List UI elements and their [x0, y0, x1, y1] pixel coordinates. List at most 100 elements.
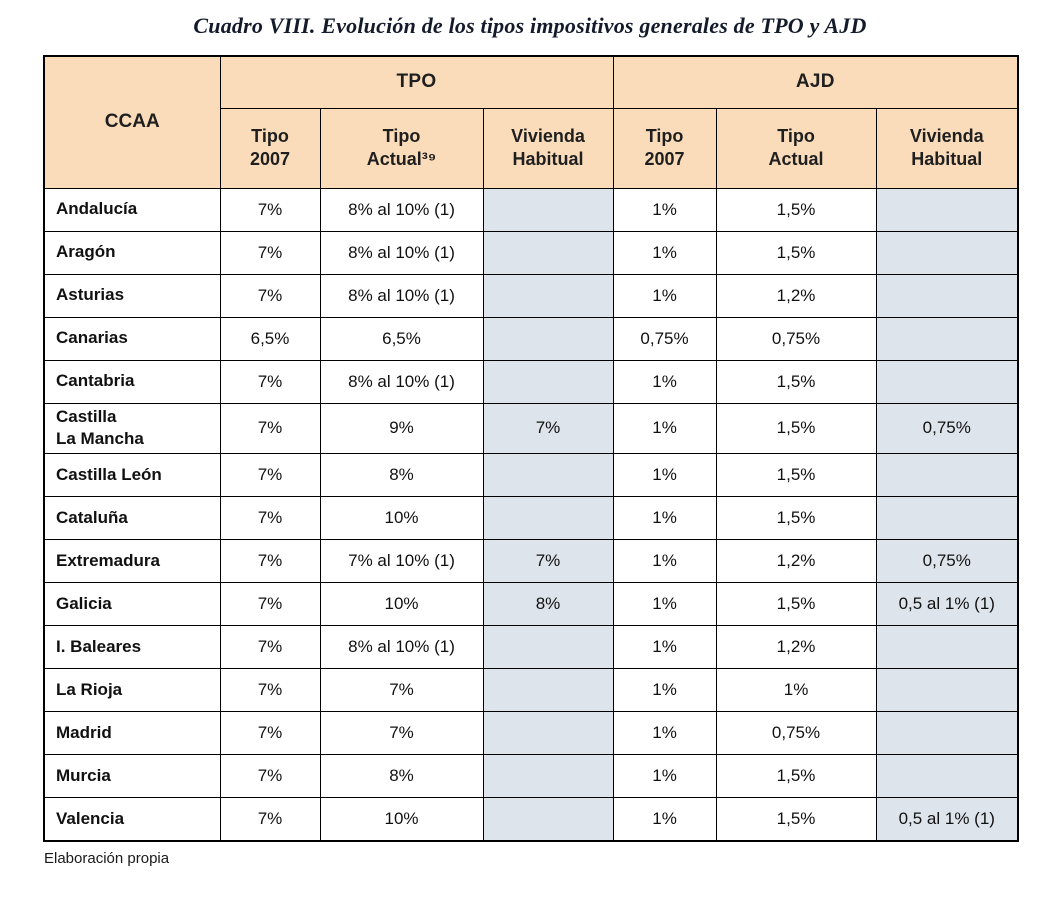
tpo-vivienda-cell: 8%: [482, 582, 614, 627]
ajd-vivienda-cell: [875, 453, 1019, 498]
tpo-vivienda-cell: [482, 797, 614, 842]
tpo-tipo-2007-cell: 7%: [219, 402, 321, 455]
tpo-tipo-2007-cell: 7%: [219, 668, 321, 713]
ajd-tipo-2007-cell: 1%: [612, 582, 717, 627]
tpo-tipo-2007-cell: 7%: [219, 187, 321, 232]
ajd-tipo-2007-cell: 1%: [612, 453, 717, 498]
tpo-tipo-actual-cell: 8% al 10% (1): [319, 625, 484, 670]
ajd-tipo-2007-cell: 1%: [612, 359, 717, 404]
ajd-tipo-actual-cell: 1,5%: [715, 402, 877, 455]
ajd-tipo-2007-cell: 1%: [612, 230, 717, 275]
ccaa-cell: Canarias: [43, 316, 221, 361]
tpo-vivienda-cell: [482, 230, 614, 275]
tpo-vivienda-cell: [482, 187, 614, 232]
ajd-tipo-2007-cell: 1%: [612, 496, 717, 541]
table-row: La Rioja 7% 7% 1% 1%: [43, 668, 1019, 713]
ajd-tipo-2007-cell: 1%: [612, 539, 717, 584]
tpo-tipo-2007-cell: 7%: [219, 230, 321, 275]
tpo-tipo-actual-cell: 10%: [319, 797, 484, 842]
ajd-tipo-actual-cell: 0,75%: [715, 711, 877, 756]
tpo-tipo-2007-cell: 7%: [219, 453, 321, 498]
ajd-tipo-2007-cell: 1%: [612, 273, 717, 318]
tpo-vivienda-cell: [482, 273, 614, 318]
table-row: Cataluña 7% 10% 1% 1,5%: [43, 496, 1019, 541]
tpo-tipo-2007-cell: 6,5%: [219, 316, 321, 361]
ajd-tipo-2007-cell: 1%: [612, 711, 717, 756]
ajd-tipo-2007-cell: 0,75%: [612, 316, 717, 361]
ccaa-cell: Asturias: [43, 273, 221, 318]
tpo-tipo-actual-cell: 7%: [319, 711, 484, 756]
ccaa-cell: Extremadura: [43, 539, 221, 584]
tpo-vivienda-cell: 7%: [482, 402, 614, 455]
ajd-vivienda-cell: [875, 496, 1019, 541]
ajd-tipo-2007-cell: 1%: [612, 754, 717, 799]
tpo-vivienda-cell: [482, 711, 614, 756]
ajd-tipo-actual-cell: 1,2%: [715, 539, 877, 584]
ccaa-cell: Murcia: [43, 754, 221, 799]
tpo-tipo-actual-cell: 8% al 10% (1): [319, 273, 484, 318]
ccaa-cell: Aragón: [43, 230, 221, 275]
tpo-tipo-actual-cell: 8% al 10% (1): [319, 359, 484, 404]
ajd-vivienda-cell: 0,75%: [875, 402, 1019, 455]
ccaa-header: CCAA: [43, 55, 221, 189]
table-row: Castilla León 7% 8% 1% 1,5%: [43, 453, 1019, 498]
tpo-tipo-actual-cell: 8%: [319, 453, 484, 498]
table-row: Andalucía 7% 8% al 10% (1) 1% 1,5%: [43, 187, 1019, 232]
ajd-tipo-actual-header: Tipo Actual: [715, 107, 877, 189]
table-row: Cantabria 7% 8% al 10% (1) 1% 1,5%: [43, 359, 1019, 404]
tpo-vivienda-cell: [482, 668, 614, 713]
tax-rates-table: CCAA TPO AJD Tipo 2007 Tipo Actual³⁹ Viv…: [43, 55, 1020, 842]
tpo-tipo-2007-cell: 7%: [219, 359, 321, 404]
table-row: Extremadura 7% 7% al 10% (1) 7% 1% 1,2% …: [43, 539, 1019, 584]
ajd-group-header: AJD: [612, 55, 1019, 109]
ccaa-cell: La Rioja: [43, 668, 221, 713]
tpo-tipo-2007-cell: 7%: [219, 496, 321, 541]
ajd-vivienda-cell: [875, 187, 1019, 232]
tpo-tipo-actual-cell: 6,5%: [319, 316, 484, 361]
ajd-vivienda-cell: [875, 625, 1019, 670]
ajd-tipo-2007-cell: 1%: [612, 625, 717, 670]
table-row: Galicia 7% 10% 8% 1% 1,5% 0,5 al 1% (1): [43, 582, 1019, 627]
ajd-vivienda-cell: 0,5 al 1% (1): [875, 582, 1019, 627]
table-row: Madrid 7% 7% 1% 0,75%: [43, 711, 1019, 756]
ccaa-cell: Madrid: [43, 711, 221, 756]
tpo-tipo-actual-cell: 7%: [319, 668, 484, 713]
table-row: Murcia 7% 8% 1% 1,5%: [43, 754, 1019, 799]
ajd-tipo-2007-cell: 1%: [612, 187, 717, 232]
ccaa-cell: I. Baleares: [43, 625, 221, 670]
table-header: CCAA TPO AJD Tipo 2007 Tipo Actual³⁹ Viv…: [43, 55, 1019, 189]
ccaa-cell: Castilla La Mancha: [43, 402, 221, 455]
ajd-vivienda-cell: 0,5 al 1% (1): [875, 797, 1019, 842]
ccaa-cell: Castilla León: [43, 453, 221, 498]
ajd-vivienda-cell: [875, 359, 1019, 404]
tpo-vivienda-cell: [482, 625, 614, 670]
ajd-vivienda-cell: [875, 316, 1019, 361]
sub-header-row: Tipo 2007 Tipo Actual³⁹ Vivienda Habitua…: [44, 107, 1019, 189]
table-body: Andalucía 7% 8% al 10% (1) 1% 1,5% Aragó…: [43, 187, 1019, 842]
ajd-vivienda-header: Vivienda Habitual: [875, 107, 1019, 189]
tpo-vivienda-cell: [482, 754, 614, 799]
tpo-vivienda-cell: 7%: [482, 539, 614, 584]
tpo-tipo-actual-header: Tipo Actual³⁹: [319, 107, 484, 189]
ajd-tipo-actual-cell: 1,5%: [715, 496, 877, 541]
table-row: I. Baleares 7% 8% al 10% (1) 1% 1,2%: [43, 625, 1019, 670]
ajd-tipo-2007-cell: 1%: [612, 668, 717, 713]
table-row: Asturias 7% 8% al 10% (1) 1% 1,2%: [43, 273, 1019, 318]
ajd-tipo-actual-cell: 1,5%: [715, 230, 877, 275]
tpo-tipo-2007-header: Tipo 2007: [219, 107, 321, 189]
ccaa-cell: Cataluña: [43, 496, 221, 541]
ajd-tipo-actual-cell: 1,2%: [715, 625, 877, 670]
table-row: Castilla La Mancha 7% 9% 7% 1% 1,5% 0,75…: [43, 402, 1019, 455]
tpo-tipo-2007-cell: 7%: [219, 797, 321, 842]
ajd-tipo-actual-cell: 1,5%: [715, 582, 877, 627]
ajd-tipo-actual-cell: 1,5%: [715, 754, 877, 799]
ajd-tipo-2007-header: Tipo 2007: [612, 107, 717, 189]
ajd-tipo-actual-cell: 1,5%: [715, 359, 877, 404]
tpo-vivienda-cell: [482, 453, 614, 498]
ajd-tipo-actual-cell: 1,5%: [715, 453, 877, 498]
tpo-tipo-actual-cell: 8% al 10% (1): [319, 230, 484, 275]
tpo-vivienda-cell: [482, 316, 614, 361]
ajd-tipo-actual-cell: 1,5%: [715, 187, 877, 232]
ajd-vivienda-cell: 0,75%: [875, 539, 1019, 584]
ajd-tipo-actual-cell: 0,75%: [715, 316, 877, 361]
